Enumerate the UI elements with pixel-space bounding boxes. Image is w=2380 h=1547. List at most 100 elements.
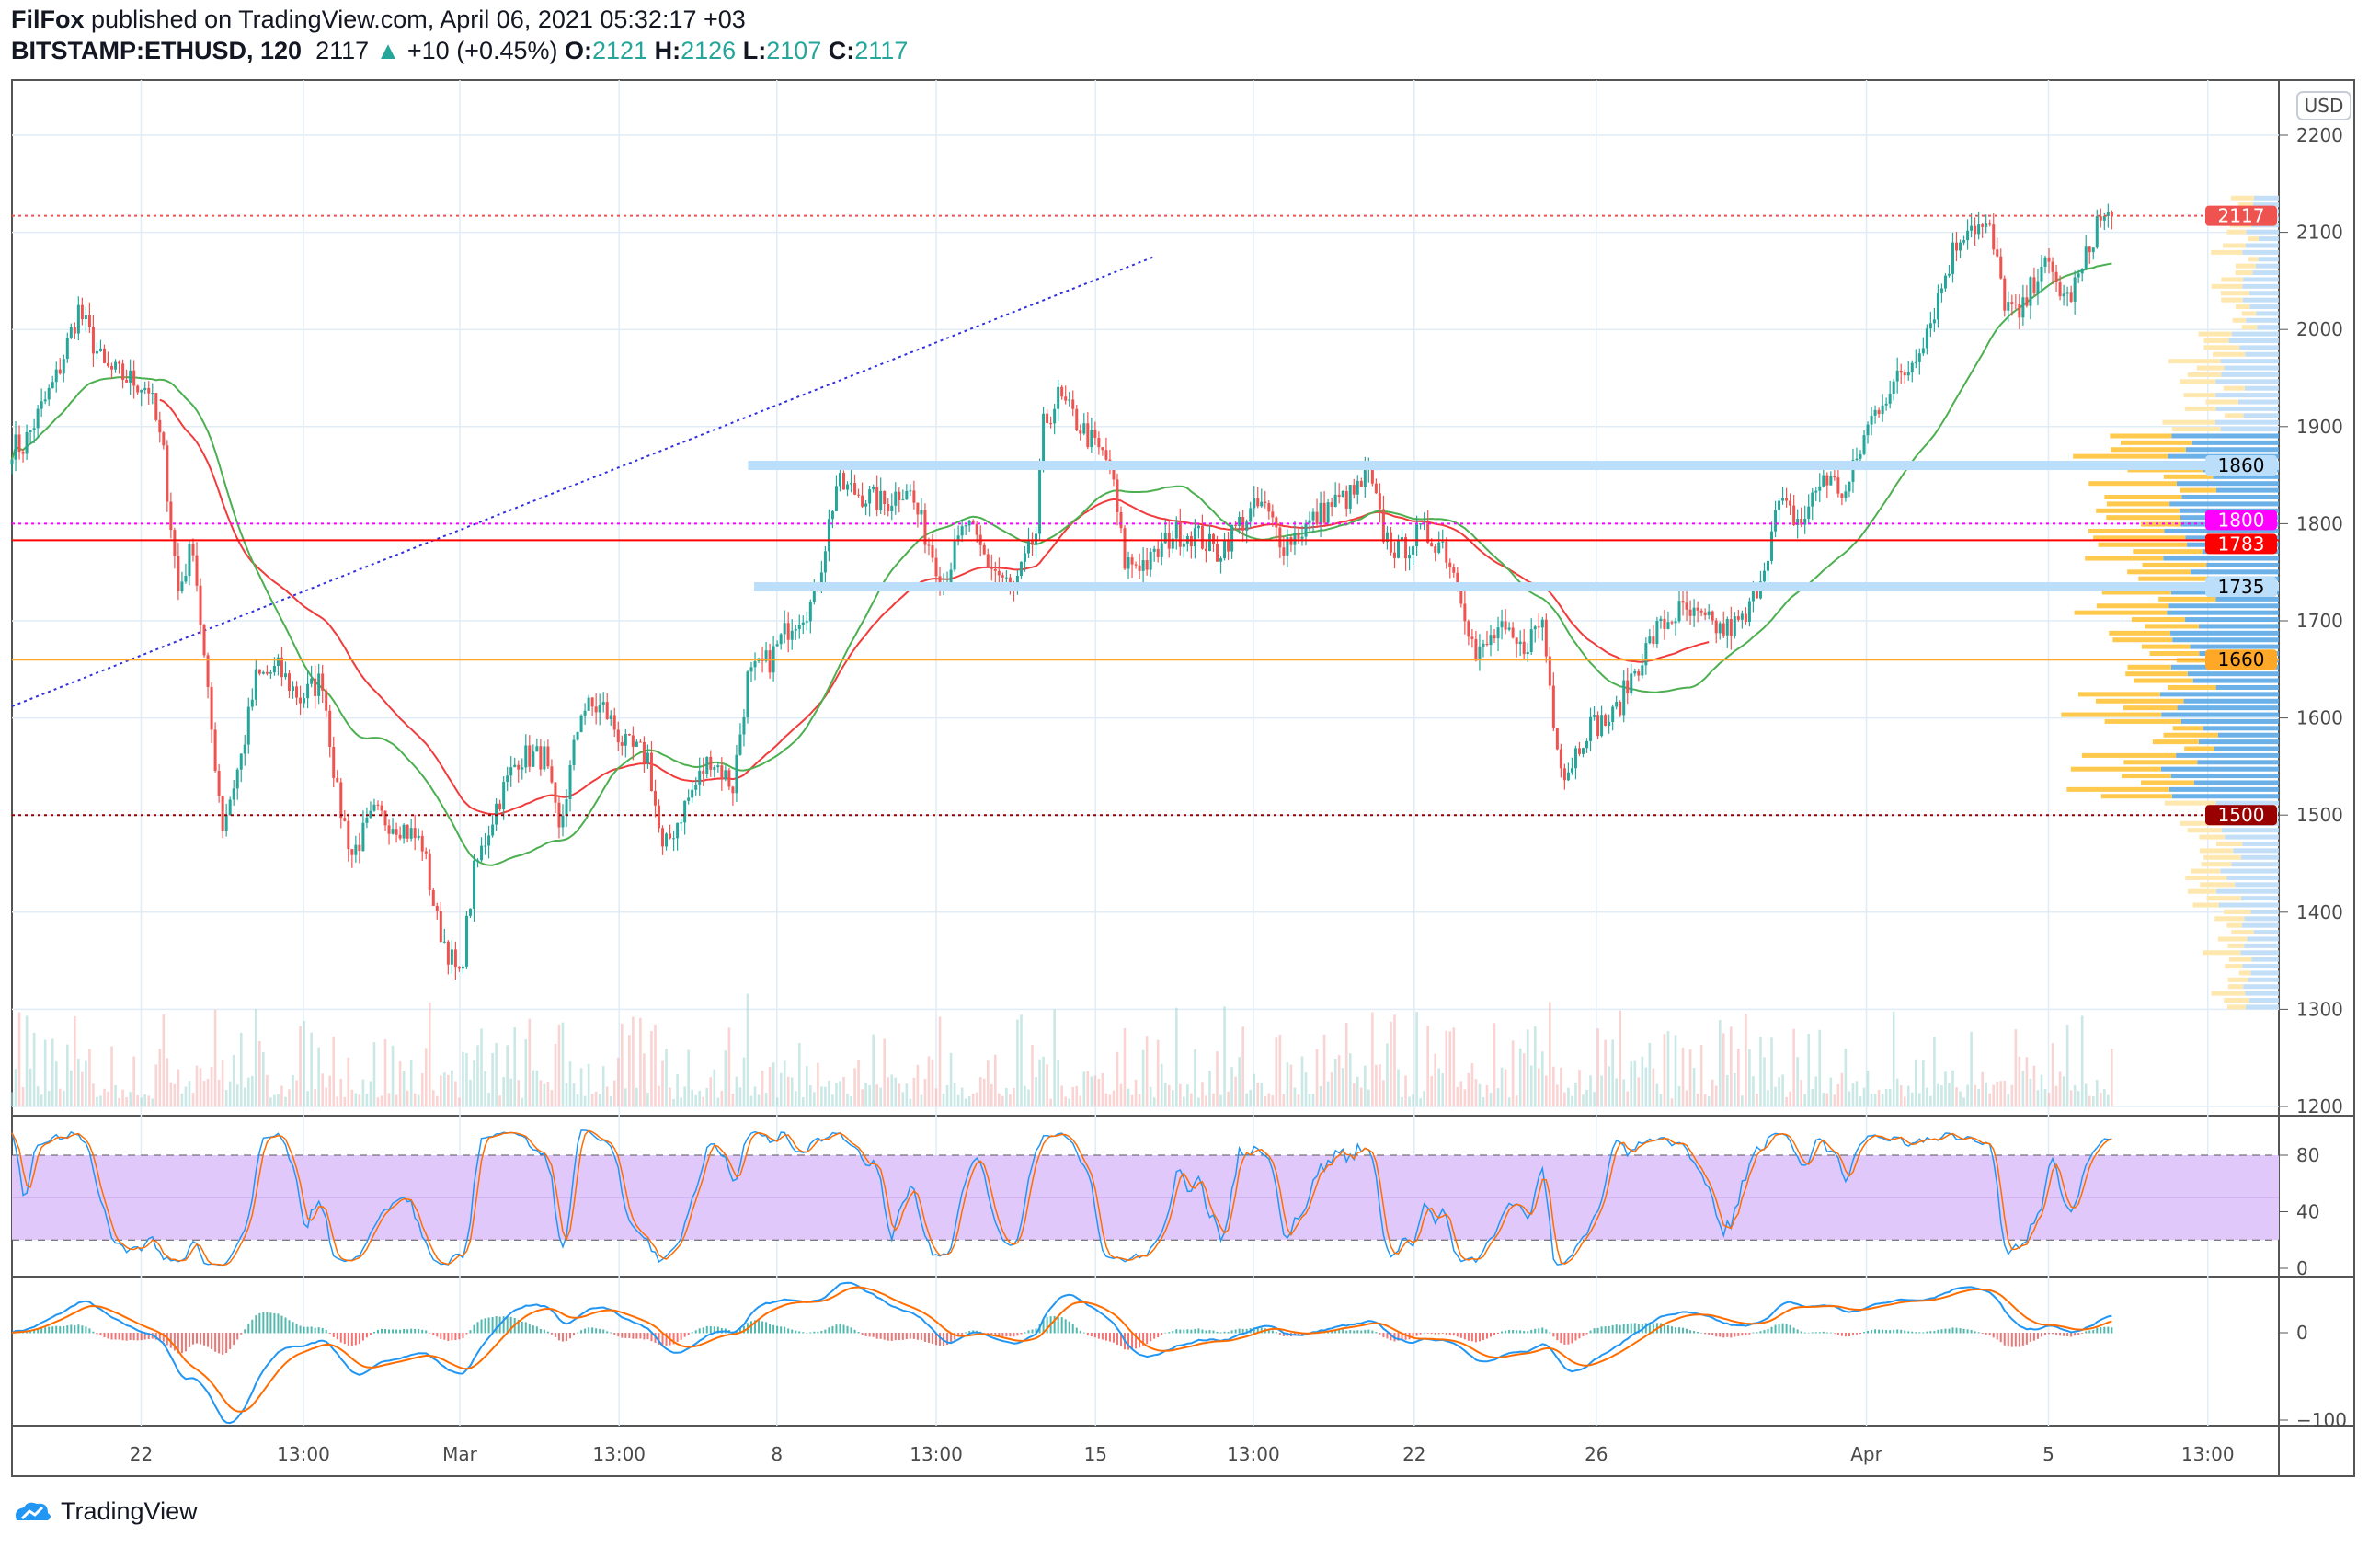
time-tick-label: Apr [1850,1443,1882,1465]
volume-bar [738,1087,742,1106]
candle [1204,539,1207,563]
candle [1064,385,1068,405]
candle-body [303,698,306,704]
macd-histogram-bar [244,1329,246,1334]
macd-histogram-bar [1245,1328,1248,1334]
price-badge-2117 [2205,205,2277,226]
macd-histogram-bar [561,1333,564,1342]
candle-body [1778,500,1781,510]
volume-bar [1759,1037,1762,1106]
candle [1974,217,1977,246]
candle-body [1829,476,1833,486]
macd-histogram-bar [566,1333,567,1342]
volume-bar [54,1061,58,1106]
volume-bar [277,1094,280,1106]
volume-bar [299,1026,302,1106]
volume-bar [775,1097,779,1106]
macd-histogram-bar [1238,1328,1241,1334]
candle [1747,597,1751,627]
volume-bar [154,1064,158,1106]
volume-profile-bar [2081,752,2177,758]
candle-body [1577,748,1581,754]
volume-bar [1245,1093,1248,1106]
price-tick-label: 1700 [2296,610,2343,632]
candle [702,757,705,786]
volume-profile-bar [2164,800,2216,806]
price-tick-label: 1900 [2296,416,2343,438]
candle-body [2032,277,2036,294]
volume-profile-bar [2096,508,2180,513]
candle [920,498,923,525]
volume-profile-bar [2134,678,2193,683]
candle-body [51,382,54,388]
volume-bar [262,1051,265,1106]
candle [1156,540,1160,563]
currency-button[interactable] [2296,91,2351,120]
low-value: 2107 [766,37,822,64]
volume-bar [495,1042,498,1106]
volume-profile-bar [2231,862,2279,867]
macd-histogram-bar [835,1324,838,1334]
price-badge-1800 [2205,510,2277,531]
candle-body [1019,561,1023,576]
candle-body [1515,637,1518,645]
volume-bar [284,1096,287,1106]
candle [827,509,830,562]
volume-bar [1748,1049,1751,1106]
candle-body [1116,479,1119,512]
candle [805,612,808,631]
candle-body [938,576,942,586]
candle-body [2007,302,2010,311]
volume-profile-bar [2176,752,2279,758]
candle [1537,613,1540,639]
candle [1493,628,1496,643]
candle [235,767,239,800]
candle [383,810,387,831]
macd-histogram-bar [1338,1329,1341,1334]
macd-histogram-bar [1933,1331,1936,1334]
candle-body [1637,670,1641,676]
macd-histogram-bar [961,1333,964,1335]
candle-body [1470,636,1474,639]
candle-body [1566,772,1570,781]
volume-bar [1123,1027,1127,1106]
candle [649,740,653,792]
candle [1641,654,1644,679]
candle [1943,273,1947,292]
volume-bar [1663,1034,1666,1106]
volume-bar [1571,1095,1573,1106]
volume-bar [998,1093,1001,1106]
volume-bar [1818,1029,1822,1106]
volume-bar [1829,1077,1833,1106]
macd-histogram-bar [1700,1332,1703,1334]
macd-histogram-bar [1172,1331,1174,1334]
candle [901,489,905,501]
macd-histogram-bar [894,1333,897,1341]
macd-histogram-bar [154,1333,157,1340]
volume-bar [1637,1077,1641,1106]
volume-bar [1593,1091,1596,1106]
macd-histogram-bar [1807,1332,1810,1334]
volume-bar [1781,1074,1784,1106]
volume-bar [550,1090,554,1106]
volume-bar [406,1090,409,1106]
candle-body [727,770,731,787]
macd-histogram-bar [1256,1327,1259,1334]
change: +10 (+0.45%) [406,37,558,64]
macd-histogram-bar [406,1329,409,1334]
volume-bar [1348,1053,1352,1106]
macd-histogram-bar [1205,1330,1207,1334]
volume-bar [1767,1090,1769,1106]
volume-bar [672,1098,675,1106]
candle [1511,622,1515,639]
candle [2110,210,2113,230]
volume-profile-bar [2226,922,2242,928]
macd-histogram-bar [200,1333,202,1345]
candle [1729,606,1733,650]
volume-bar [909,1098,912,1106]
macd-histogram-bar [121,1333,124,1341]
volume-bar [1183,1096,1185,1106]
macd-histogram-bar [1792,1327,1795,1334]
volume-bar [1929,1095,1932,1106]
